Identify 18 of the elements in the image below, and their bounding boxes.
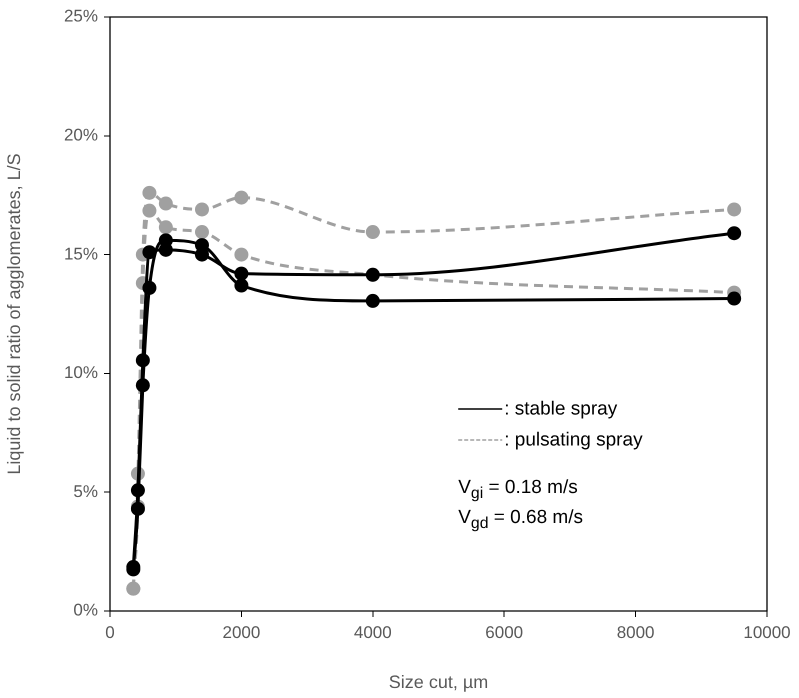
x-tick-label: 6000 [485,622,524,642]
x-tick-label: 10000 [743,622,791,642]
y-tick-label: 5% [73,482,98,501]
y-tick-label: 15% [64,244,98,264]
x-tick-label: 4000 [354,622,392,642]
legend-label: : pulsating spray [504,429,644,450]
annotation: V$_{gi}$ = 0.18 m/s [458,477,578,503]
x-tick-label: 2000 [222,622,260,642]
y-tick-label: 20% [64,125,98,144]
y-axis-title: Liquid to solid ratio of agglomerates, L/S [4,153,24,475]
y-tick-label: 0% [73,600,98,620]
legend-label: : stable spray [504,398,618,420]
y-tick-label: 10% [64,363,98,382]
y-tick-label: 25% [64,6,98,26]
annotation: V$_{gd}$ = 0.68 m/s [458,507,584,533]
x-tick-label: 0 [105,622,115,642]
x-axis-title: Size cut, µm [388,672,488,692]
x-tick-label: 8000 [616,622,655,642]
